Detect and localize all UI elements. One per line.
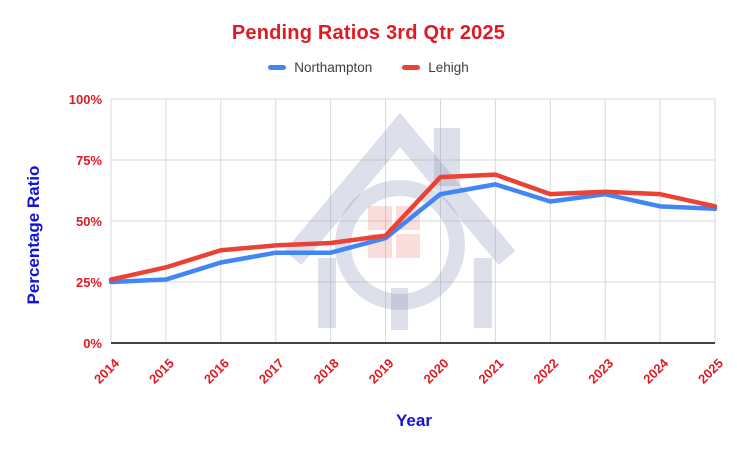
- legend-item-northampton[interactable]: Northampton: [268, 60, 372, 75]
- x-tick-label: 2016: [201, 356, 232, 387]
- chart-title: Pending Ratios 3rd Qtr 2025: [231, 22, 506, 44]
- y-axis-title: Percentage Ratio: [24, 165, 43, 305]
- legend: Northampton Lehigh: [0, 60, 737, 75]
- series-line-northampton: [108, 182, 718, 285]
- x-axis-title: Year: [396, 411, 432, 430]
- x-tick-label: 2018: [311, 356, 342, 387]
- lehigh-series-swatch-icon: [402, 65, 421, 70]
- y-tick-label: 25%: [76, 275, 102, 290]
- x-tick-label: 2015: [146, 356, 177, 387]
- x-tick-label: 2025: [695, 356, 726, 387]
- x-tick-label: 2014: [91, 355, 123, 387]
- y-tick-label: 75%: [76, 153, 102, 168]
- legend-item-lehigh[interactable]: Lehigh: [402, 60, 469, 75]
- y-tick-label: 0%: [83, 336, 102, 351]
- x-tick-label: 2020: [421, 356, 452, 387]
- x-tick-label: 2021: [475, 356, 506, 387]
- series-line-lehigh: [108, 172, 718, 282]
- y-tick-label: 50%: [76, 214, 102, 229]
- series-lines: [108, 172, 718, 285]
- legend-label-northampton: Northampton: [294, 60, 373, 75]
- y-tick-label: 100%: [69, 92, 103, 107]
- x-tick-label: 2019: [366, 356, 397, 387]
- legend-label-lehigh: Lehigh: [428, 60, 469, 75]
- x-tick-label: 2017: [256, 356, 287, 387]
- x-tick-label: 2024: [640, 355, 672, 387]
- x-tick-label: 2022: [530, 356, 561, 387]
- gridlines: [110, 98, 716, 344]
- northampton-series-swatch-icon: [268, 65, 287, 70]
- x-tick-label: 2023: [585, 356, 616, 387]
